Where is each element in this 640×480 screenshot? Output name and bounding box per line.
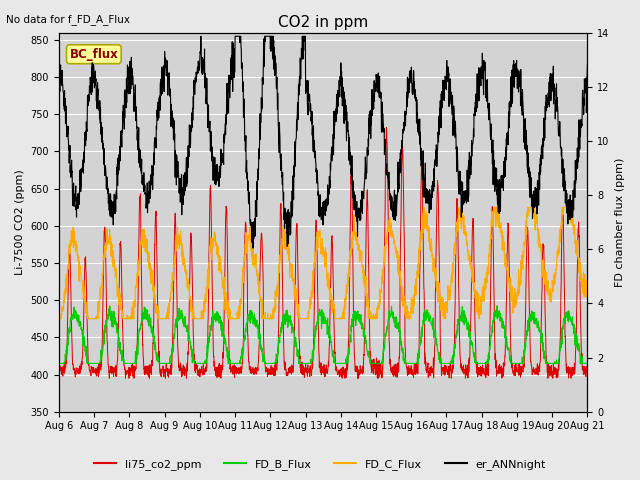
- Text: No data for f_FD_A_Flux: No data for f_FD_A_Flux: [6, 14, 131, 25]
- Legend: li75_co2_ppm, FD_B_Flux, FD_C_Flux, er_ANNnight: li75_co2_ppm, FD_B_Flux, FD_C_Flux, er_A…: [90, 455, 550, 474]
- Text: BC_flux: BC_flux: [70, 48, 118, 61]
- Title: CO2 in ppm: CO2 in ppm: [278, 15, 368, 30]
- Y-axis label: Li-7500 CO2 (ppm): Li-7500 CO2 (ppm): [15, 169, 25, 275]
- Y-axis label: FD chamber flux (ppm): FD chamber flux (ppm): [615, 157, 625, 287]
